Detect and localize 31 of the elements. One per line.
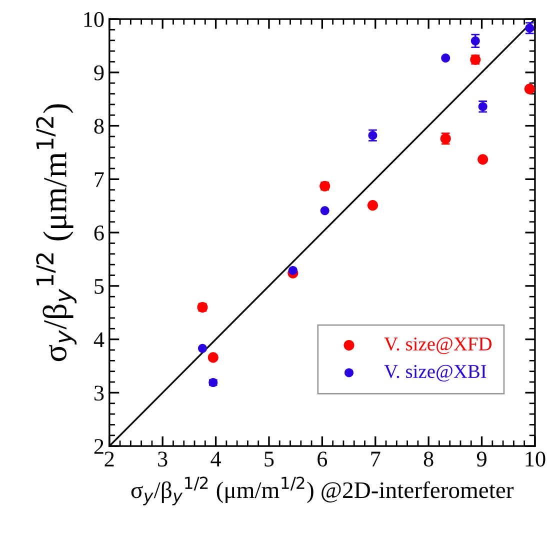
- point: [524, 84, 535, 94]
- legend-label: V. size@XBI: [384, 364, 486, 382]
- point: [478, 154, 488, 165]
- y-tick-label: 8: [94, 118, 104, 134]
- x-tick-label: 5: [264, 452, 274, 467]
- y-tick-label: 4: [94, 332, 104, 348]
- x-tick-label: 10: [526, 452, 546, 467]
- y-axis-title: σ$_{y}$/β$_{y}$$^{1/2}$ (μm/m$^{1/2}$): [36, 104, 76, 362]
- y-tick-label: 7: [94, 172, 104, 187]
- x-tick-label: 9: [476, 452, 486, 467]
- point: [288, 266, 298, 275]
- x-tick-label: 3: [158, 452, 168, 467]
- point: [198, 344, 207, 353]
- point: [367, 200, 378, 211]
- y-tick-label: 2: [94, 439, 104, 454]
- x-tick-label: 6: [318, 452, 328, 467]
- point: [470, 36, 480, 46]
- point: [208, 352, 218, 363]
- y-tick-label: 9: [94, 65, 104, 80]
- legend-label: V. size@XFD: [384, 337, 492, 354]
- y-tick-label: 6: [94, 226, 104, 240]
- x-axis-title: σ$_{y}$/β$_{y}$$^{1/2}$ (μm/m$^{1/2}$) @2D-interferometer: [131, 476, 514, 506]
- point: [441, 54, 450, 63]
- x-tick-label: 2: [104, 452, 114, 466]
- point: [320, 206, 330, 216]
- x-tick-label: 7: [371, 452, 380, 466]
- y-tick-label: 5: [94, 279, 104, 294]
- x-tick-label: 8: [424, 452, 434, 467]
- y-tick-label: 10: [84, 12, 104, 27]
- y-tick-label: 3: [94, 386, 104, 401]
- x-tick-label: 4: [210, 452, 221, 466]
